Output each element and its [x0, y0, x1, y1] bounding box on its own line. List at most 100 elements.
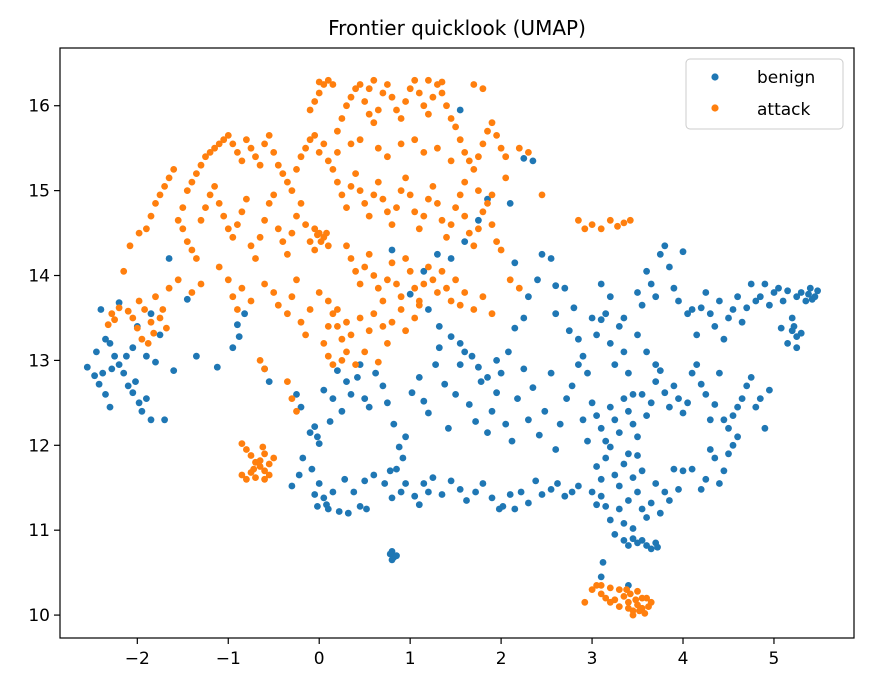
- point-benign-222: [797, 329, 805, 337]
- point-benign-132: [525, 416, 532, 424]
- point-benign-323: [506, 200, 514, 207]
- x-tick-label: −1: [216, 649, 241, 669]
- point-attack-278: [384, 340, 391, 347]
- point-attack-253: [411, 284, 419, 292]
- point-attack-27: [170, 166, 178, 173]
- point-benign-316: [654, 543, 661, 551]
- point-benign-38: [241, 310, 249, 318]
- point-benign-115: [435, 344, 443, 352]
- point-attack-288: [334, 149, 341, 156]
- point-benign-0: [83, 363, 91, 371]
- point-benign-211: [793, 293, 801, 301]
- point-benign-30: [115, 299, 123, 307]
- point-benign-9: [120, 369, 128, 377]
- point-attack-213: [388, 221, 396, 229]
- point-attack-239: [347, 255, 355, 262]
- point-attack-113: [288, 293, 296, 301]
- point-attack-35: [206, 149, 214, 156]
- point-benign-130: [514, 395, 521, 402]
- point-benign-335: [606, 293, 614, 301]
- point-attack-55: [297, 153, 305, 161]
- point-benign-302: [615, 482, 623, 490]
- point-attack-265: [470, 306, 478, 313]
- point-benign-149: [456, 340, 464, 347]
- point-benign-305: [629, 474, 637, 481]
- point-attack-331: [636, 607, 643, 615]
- point-attack-109: [261, 280, 268, 288]
- point-attack-162: [388, 93, 396, 101]
- point-attack-58: [311, 132, 319, 139]
- point-attack-8: [147, 318, 155, 326]
- point-attack-176: [452, 123, 459, 131]
- point-benign-201: [747, 280, 755, 288]
- point-benign-84: [538, 491, 546, 498]
- point-benign-243: [666, 403, 673, 411]
- point-attack-216: [402, 174, 409, 182]
- point-benign-339: [652, 361, 660, 368]
- point-benign-147: [435, 323, 443, 330]
- point-attack-304: [538, 191, 546, 199]
- point-benign-177: [638, 301, 646, 309]
- point-benign-88: [568, 488, 576, 496]
- point-attack-91: [306, 238, 314, 246]
- point-benign-225: [777, 324, 785, 332]
- x-tick-label: 2: [496, 649, 507, 669]
- point-attack-152: [343, 102, 350, 110]
- point-attack-88: [293, 212, 300, 220]
- point-benign-322: [529, 157, 537, 165]
- point-attack-90: [302, 221, 309, 229]
- point-attack-226: [447, 221, 455, 229]
- point-benign-210: [788, 314, 796, 322]
- point-attack-322: [625, 598, 632, 606]
- point-benign-93: [393, 552, 400, 560]
- point-benign-98: [338, 407, 346, 415]
- point-attack-31: [188, 178, 196, 186]
- point-attack-167: [411, 76, 419, 84]
- point-attack-134: [247, 452, 255, 459]
- point-benign-236: [634, 433, 641, 441]
- x-tick-label: 4: [678, 649, 689, 669]
- point-benign-194: [716, 297, 723, 305]
- point-attack-295: [420, 149, 428, 156]
- point-benign-300: [606, 443, 614, 451]
- point-attack-124: [320, 340, 328, 347]
- point-attack-96: [311, 225, 319, 233]
- point-benign-298: [597, 475, 605, 483]
- point-attack-125: [324, 352, 332, 360]
- point-benign-338: [643, 348, 650, 356]
- point-attack-136: [256, 463, 264, 470]
- point-benign-276: [679, 467, 687, 475]
- point-benign-125: [488, 407, 496, 415]
- point-benign-209: [784, 287, 791, 295]
- point-benign-6: [108, 365, 116, 373]
- point-benign-224: [784, 340, 791, 347]
- point-attack-56: [302, 144, 309, 152]
- point-benign-207: [775, 284, 782, 292]
- point-attack-282: [411, 314, 419, 322]
- point-attack-73: [224, 225, 232, 233]
- point-benign-19: [123, 352, 130, 360]
- point-benign-8: [115, 361, 123, 368]
- point-benign-190: [697, 304, 705, 312]
- point-benign-262: [752, 403, 760, 411]
- point-attack-286: [361, 348, 369, 356]
- point-attack-255: [420, 280, 428, 288]
- point-attack-110: [270, 289, 278, 296]
- point-benign-295: [593, 501, 600, 509]
- point-benign-303: [620, 460, 628, 468]
- point-attack-335: [634, 587, 641, 595]
- point-attack-194: [315, 78, 323, 86]
- point-benign-259: [738, 395, 746, 402]
- point-attack-34: [202, 153, 209, 161]
- point-attack-187: [502, 153, 510, 161]
- point-attack-107: [238, 284, 246, 292]
- point-attack-129: [284, 378, 291, 385]
- point-attack-83: [270, 191, 278, 199]
- point-attack-285: [352, 361, 359, 368]
- point-benign-289: [620, 520, 628, 527]
- point-attack-180: [470, 166, 478, 173]
- y-tick-label: 15: [28, 182, 50, 202]
- point-attack-49: [270, 149, 278, 156]
- point-attack-296: [434, 144, 441, 152]
